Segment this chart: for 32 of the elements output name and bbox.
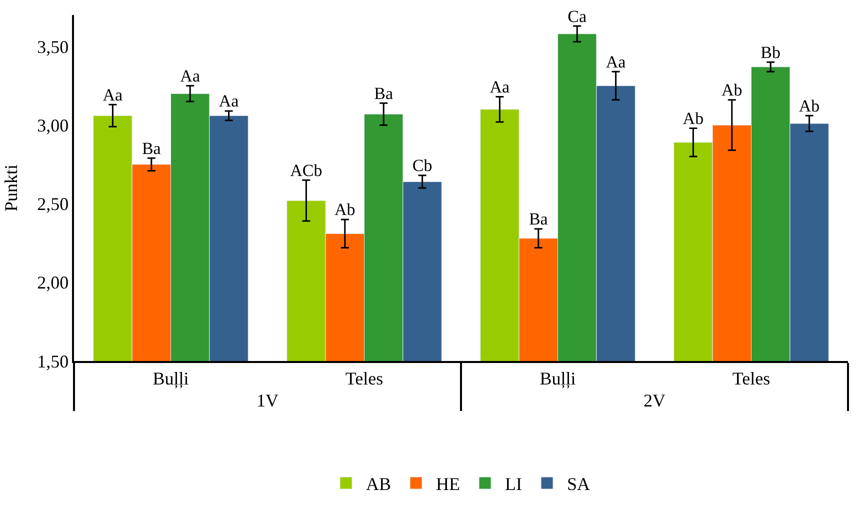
data-label: Ab: [798, 96, 820, 116]
text: 2V: [644, 390, 666, 410]
text: 1V: [256, 390, 278, 410]
data-label: Aa: [606, 52, 626, 72]
x-tick-label: Teles: [732, 368, 770, 388]
x-tick-label: Buļļi: [540, 368, 576, 388]
data-label: Aa: [102, 85, 124, 104]
y-tick-label: 2,00: [37, 272, 69, 293]
data-label: Ab: [682, 108, 704, 128]
x-tick-label: Teles: [345, 368, 384, 388]
y-axis-title: Punkti: [0, 164, 21, 212]
y-tick-label: 3,00: [37, 115, 69, 136]
data-label: Aa: [180, 66, 200, 86]
y-tick-label: 3,50: [37, 36, 69, 57]
data-label: Ab: [334, 200, 356, 220]
data-label: Aa: [490, 78, 510, 97]
data-label: Aa: [218, 92, 240, 111]
y-tick-label: 2,50: [37, 194, 69, 214]
data-label: Ab: [722, 80, 742, 100]
data-label: Bb: [760, 42, 781, 62]
data-label: Ba: [374, 84, 394, 103]
x-tick-label: Buļļi: [152, 368, 189, 388]
data-label: ACb: [290, 160, 322, 180]
y-tick-label: 1,50: [37, 351, 69, 372]
legend-label: LI: [505, 474, 522, 494]
data-label: Ba: [528, 210, 548, 229]
data-label: Cb: [412, 156, 432, 176]
legend-label: SA: [567, 474, 590, 494]
data-label: Ca: [568, 6, 587, 26]
legend-label: HE: [436, 474, 460, 494]
data-label: Ba: [142, 138, 162, 158]
legend-label: AB: [366, 474, 392, 494]
